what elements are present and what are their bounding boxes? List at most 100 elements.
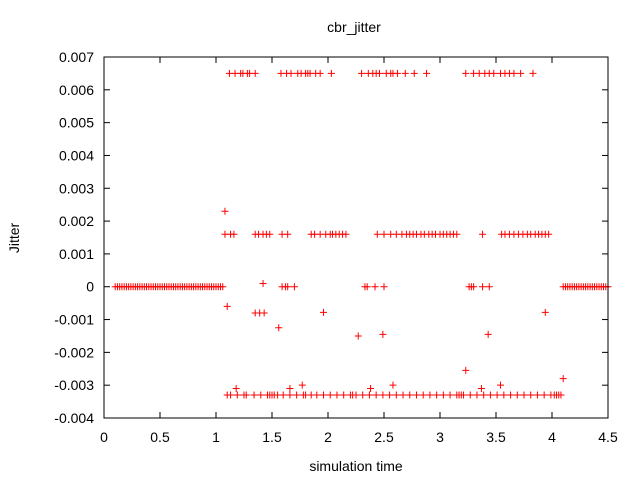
y-tick-label: 0.003 [59,180,94,196]
data-point [320,391,328,399]
data-point [399,391,407,399]
data-point [462,366,470,374]
data-point [406,391,414,399]
y-tick-label: 0 [86,279,94,295]
y-tick-label: 0.001 [59,246,94,262]
data-point [250,391,258,399]
data-point [313,391,321,399]
data-point [507,391,515,399]
data-point [517,69,525,77]
data-point [379,391,387,399]
data-point [479,230,487,238]
y-tick-label: 0.004 [59,147,94,163]
data-point [423,69,431,77]
data-point [266,230,274,238]
data-point [401,69,409,77]
data-point [230,230,238,238]
data-point [460,391,468,399]
data-point [219,283,227,291]
data-point [223,302,231,310]
data-points [111,69,612,399]
data-point [251,69,259,77]
data-point [371,283,379,291]
data-point [233,391,241,399]
data-point [380,283,388,291]
data-point [257,391,265,399]
data-point [363,283,371,291]
data-point [298,381,306,389]
y-tick-label: -0.001 [54,312,94,328]
data-point [275,324,283,332]
x-tick-label: 0 [100,429,108,445]
data-point [419,391,427,399]
data-point [462,69,470,77]
data-point [333,391,341,399]
data-point [279,391,287,399]
chart-title: cbr_jitter [327,19,381,35]
data-point [372,391,380,399]
y-tick-label: 0.002 [59,213,94,229]
data-point [293,391,301,399]
axis-ticks: 0 0.5 1 1.5 2 2.5 3 3.5 4 4.5 -0.004 -0.003 -0.002 -0… [54,49,618,445]
data-point [439,391,447,399]
y-tick-label: -0.002 [54,344,94,360]
data-point [453,230,461,238]
data-point [426,391,434,399]
data-point [286,391,294,399]
data-point [490,69,498,77]
data-point [342,230,350,238]
data-point [540,391,548,399]
data-point [376,69,384,77]
data-point [287,69,295,77]
data-point [373,230,381,238]
x-tick-label: 3 [436,429,444,445]
data-point [221,207,229,215]
data-point [359,391,367,399]
data-point [340,391,348,399]
data-point [316,69,324,77]
data-point [485,283,493,291]
x-tick-label: 2.5 [374,429,394,445]
data-point [380,230,388,238]
data-point [559,375,567,383]
data-point [470,283,478,291]
data-point [529,69,537,77]
data-point [286,384,294,392]
data-point [393,69,401,77]
data-point [227,391,235,399]
data-point [284,283,292,291]
data-point [389,381,397,389]
data-point [500,391,508,399]
x-tick-label: 0.5 [150,429,170,445]
x-tick-label: 1.5 [262,429,282,445]
data-point [365,391,373,399]
data-point [510,69,518,77]
data-point [493,391,501,399]
x-axis-label: simulation time [309,458,403,474]
data-point [473,391,481,399]
data-point [392,391,400,399]
data-point [479,283,487,291]
data-point [386,391,394,399]
x-tick-label: 3.5 [486,429,506,445]
data-point [533,391,541,399]
data-point [520,391,528,399]
data-point [477,384,485,392]
x-tick-label: 4.5 [598,429,618,445]
data-point [557,391,565,399]
data-point [446,391,454,399]
y-axis-label: Jitter [6,222,22,253]
data-point [242,391,250,399]
data-point [367,384,375,392]
data-point [480,391,488,399]
data-point [545,230,553,238]
data-point [320,308,328,316]
plot-frame [103,56,609,419]
data-point [513,391,521,399]
y-tick-label: 0.007 [59,49,94,65]
data-point [259,279,267,287]
data-point [352,391,360,399]
data-point [527,391,535,399]
y-tick-label: 0.005 [59,115,94,131]
